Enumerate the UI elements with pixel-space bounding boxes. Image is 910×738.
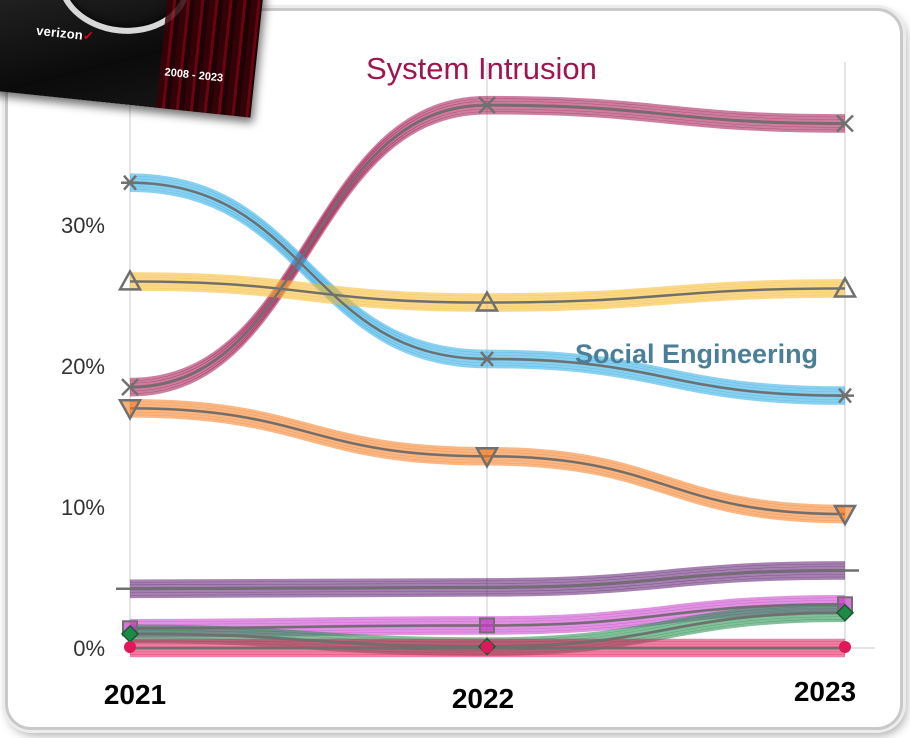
- series-1-line: [129, 181, 846, 397]
- x-axis: 2021 2022 2023: [104, 676, 856, 714]
- badge-stripes-graphic: [155, 0, 265, 118]
- series-5-marker-1: [479, 617, 495, 634]
- series-3-marker-2: [832, 504, 858, 527]
- y-tick-label: 20%: [61, 354, 105, 379]
- series-4-uncertainty-band: [129, 563, 846, 586]
- series-0-uncertainty-band: [129, 101, 846, 387]
- badge-brand: verizon✓: [35, 22, 95, 45]
- series-4-uncertainty-band: [129, 566, 846, 588]
- series-1-uncertainty-band: [129, 183, 846, 400]
- series-2-uncertainty-band: [129, 285, 846, 310]
- y-axis: 0%10%20%30%40%: [61, 72, 105, 661]
- x-tick-label: 2021: [104, 679, 166, 710]
- series-1-uncertainty-band: [129, 186, 846, 403]
- series-0-uncertainty-band: [129, 108, 846, 394]
- series-2-uncertainty-band: [129, 274, 846, 299]
- series-2-marker-0: [117, 268, 143, 291]
- annotation-system-intrusion: System Intrusion: [366, 51, 597, 86]
- series-3-marker-1: [474, 446, 500, 469]
- series-2-uncertainty-band: [129, 282, 846, 307]
- x-tick-label: 2022: [452, 683, 514, 714]
- y-tick-label: 30%: [61, 213, 105, 238]
- series-1-uncertainty-band: [129, 178, 846, 395]
- series-0-uncertainty-band: [129, 95, 846, 381]
- series-4-uncertainty-band: [129, 561, 846, 583]
- y-tick-label: 0%: [73, 636, 105, 661]
- series-6-marker-2: [835, 603, 855, 622]
- series-0-line: [129, 103, 846, 389]
- series-1-marker-2: [836, 387, 854, 404]
- series-3-marker-0: [117, 399, 143, 421]
- series-4-uncertainty-band: [129, 574, 846, 596]
- series-1-uncertainty-band: [129, 176, 846, 392]
- y-tick-label: 10%: [61, 495, 105, 520]
- series-1-uncertainty-band: [129, 173, 846, 390]
- series-4-uncertainty-band: [129, 571, 846, 593]
- series-markers: [116, 96, 859, 656]
- series-0-uncertainty-band: [129, 98, 846, 384]
- series-0-uncertainty-band: [129, 111, 846, 397]
- series-1-marker-1: [478, 351, 496, 367]
- series-4-uncertainty-band: [129, 576, 846, 599]
- series-0-marker-1: [478, 96, 496, 115]
- series-0-uncertainty-band: [129, 106, 846, 392]
- series-1-marker-0: [121, 174, 139, 191]
- annotation-social-engineering: Social Engineering: [575, 339, 818, 369]
- series-7-marker-2: [839, 641, 851, 653]
- annotations: System Intrusion Social Engineering: [366, 51, 818, 369]
- series-1-uncertainty-band: [129, 189, 846, 405]
- series-2-line: [129, 280, 846, 304]
- series-0-marker-2: [836, 114, 854, 133]
- series-7-marker-0: [124, 641, 136, 653]
- badge-brand-text: verizon: [35, 22, 84, 43]
- series-0-marker-0: [121, 378, 139, 397]
- series-2-marker-1: [474, 289, 500, 312]
- series-2-uncertainty-band: [129, 277, 846, 302]
- checkmark-icon: ✓: [82, 27, 95, 44]
- x-tick-label: 2023: [794, 676, 856, 707]
- series-2-marker-2: [832, 275, 858, 298]
- series-7-marker-1: [481, 641, 493, 653]
